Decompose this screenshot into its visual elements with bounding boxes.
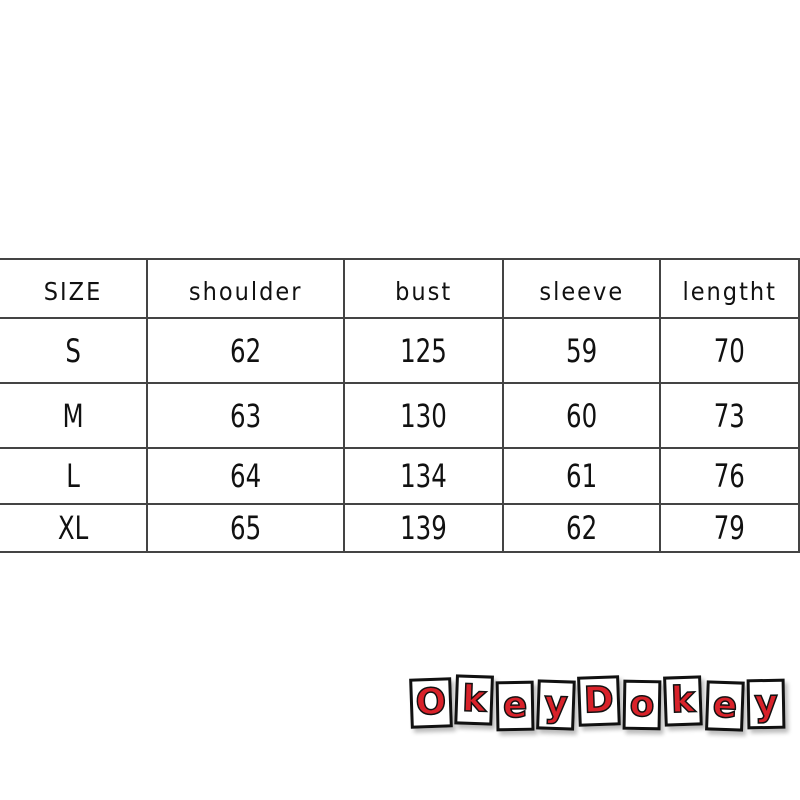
- cell-bust: 134: [355, 447, 493, 505]
- cell-length: 76: [669, 447, 790, 505]
- logo-letter: O: [409, 677, 453, 729]
- logo-letter: y: [536, 679, 577, 731]
- logo-letter: D: [577, 675, 621, 727]
- cell-shoulder: 64: [161, 447, 331, 505]
- header-length: lengtht: [659, 258, 800, 319]
- cell-size: M: [11, 382, 137, 449]
- logo-letter: y: [746, 678, 786, 730]
- cell-shoulder: 65: [161, 503, 331, 553]
- logo-letter: k: [454, 674, 494, 726]
- header-shoulder: shoulder: [146, 258, 346, 319]
- cell-shoulder: 62: [161, 317, 331, 384]
- size-chart-table: SIZE shoulder bust sleeve lengtht S 62 1…: [0, 258, 800, 553]
- cell-shoulder: 63: [161, 382, 331, 449]
- cell-sleeve: 62: [514, 503, 650, 553]
- cell-bust: 130: [355, 382, 493, 449]
- table-header-row: SIZE shoulder bust sleeve lengtht: [0, 258, 800, 319]
- logo-letter: k: [663, 675, 704, 727]
- logo-letter: e: [495, 680, 535, 732]
- cell-length: 79: [669, 503, 790, 553]
- cell-sleeve: 60: [514, 382, 650, 449]
- cell-sleeve: 59: [514, 317, 650, 384]
- header-sleeve: sleeve: [502, 258, 662, 319]
- cell-bust: 125: [355, 317, 493, 384]
- cell-length: 70: [669, 317, 790, 384]
- cell-size: XL: [11, 503, 137, 553]
- cell-size: S: [11, 317, 137, 384]
- cell-sleeve: 61: [514, 447, 650, 505]
- cell-size: L: [11, 447, 137, 505]
- header-bust: bust: [343, 258, 505, 319]
- cell-bust: 139: [355, 503, 493, 553]
- okeydokey-logo: O k e y D o k e y: [409, 672, 786, 734]
- table-row: M 63 130 60 73: [0, 382, 799, 449]
- logo-letter: e: [704, 680, 745, 732]
- logo-letter: o: [622, 679, 662, 731]
- table-row: S 62 125 59 70: [0, 317, 799, 384]
- cell-length: 73: [669, 382, 790, 449]
- table-row: L 64 134 61 76: [0, 447, 799, 505]
- header-size: SIZE: [0, 258, 149, 319]
- table-row: XL 65 139 62 79: [0, 503, 799, 553]
